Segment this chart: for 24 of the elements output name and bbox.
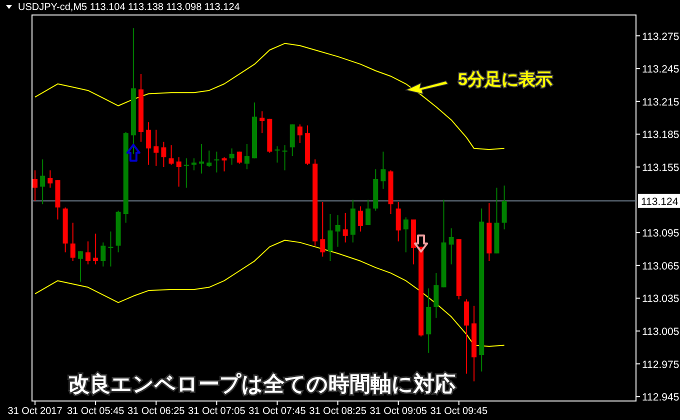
y-tick-label: 112.945 xyxy=(642,392,680,404)
annotation: 5分足に表示 xyxy=(458,70,552,89)
x-tick-label: 31 Oct 06:25 xyxy=(128,406,186,417)
annotation: 改良エンベロープは全ての時間軸に対応 xyxy=(68,372,456,396)
x-tick-label: 31 Oct 2017 xyxy=(8,406,63,417)
y-tick-label: 113.005 xyxy=(642,326,680,338)
y-tick-label: 113.035 xyxy=(642,293,680,306)
y-tick-label: 113.185 xyxy=(642,129,680,142)
y-tick-label: 113.065 xyxy=(642,260,680,272)
chart-title: USDJPY-cd,M5 113.104 113.138 113.098 113.124 xyxy=(18,2,240,13)
x-tick-label: 31 Oct 07:45 xyxy=(248,406,306,417)
x-tick-label: 31 Oct 09:05 xyxy=(370,406,428,417)
y-tick-label: 113.155 xyxy=(642,162,680,174)
ref-line-label: 113.124 xyxy=(641,196,678,208)
x-tick-label: 31 Oct 05:45 xyxy=(66,406,125,417)
y-tick-label: 113.095 xyxy=(642,228,680,240)
line-series xyxy=(34,240,505,347)
x-tick-label: 31 Oct 07:05 xyxy=(188,406,246,417)
y-tick-label: 113.245 xyxy=(642,64,680,76)
x-tick-label: 31 Oct 08:25 xyxy=(309,406,367,417)
y-tick-label: 113.215 xyxy=(642,96,680,108)
y-tick-label: 113.275 xyxy=(642,30,680,43)
y-tick-label: 112.975 xyxy=(642,358,680,371)
x-tick-label: 31 Oct 09:45 xyxy=(430,406,488,417)
